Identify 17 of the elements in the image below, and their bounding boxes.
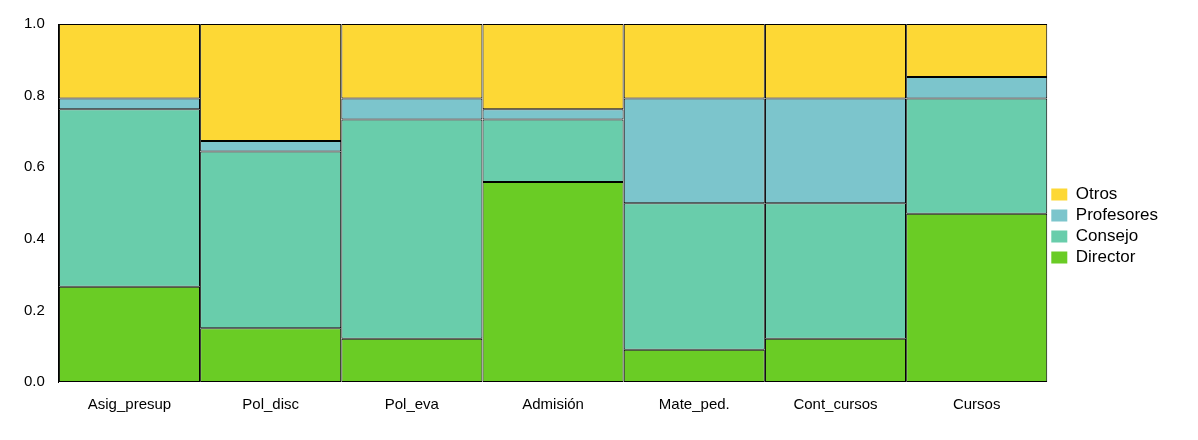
y-tick-label: 0.6 [23, 157, 45, 175]
y-tick-label: 1.0 [23, 14, 45, 32]
y-tick-label: 0.4 [23, 228, 45, 246]
legend-label: Consejo [1075, 226, 1139, 246]
x-tick-label: Admisión [522, 395, 584, 413]
legend-label: Profesores [1075, 205, 1158, 225]
y-tick-label: 0.2 [23, 300, 45, 318]
x-tick-label: Cont_cursos [793, 395, 878, 413]
x-tick-label: Asig_presup [87, 395, 172, 413]
x-tick-label: Pol_disc [242, 395, 300, 413]
legend-label: Director [1075, 247, 1136, 267]
y-tick-label: 0.8 [23, 85, 45, 103]
legend-label: Otros [1075, 184, 1118, 204]
y-tick-label: 0.0 [23, 372, 45, 390]
x-tick-label: Pol_eva [384, 395, 440, 413]
x-tick-label: Cursos [952, 395, 1001, 413]
x-tick-label: Mate_ped. [658, 395, 730, 413]
